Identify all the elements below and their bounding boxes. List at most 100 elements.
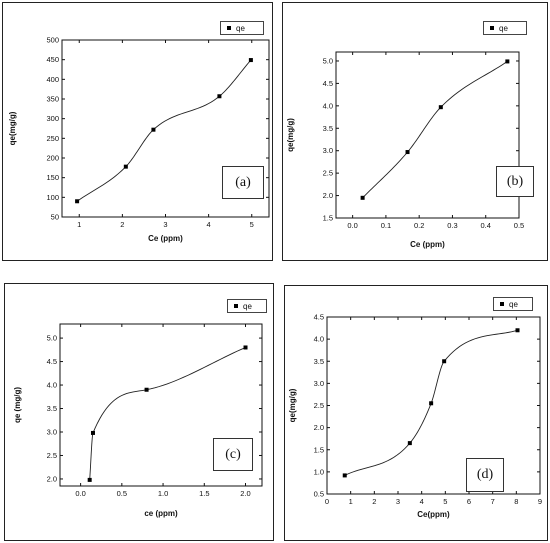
legend-marker-icon bbox=[234, 304, 238, 308]
y-tick-label: 1.5 bbox=[323, 214, 333, 223]
chart-b-plot: 0.0 0.1 0.2 0.3 0.4 0.5 1.5 2.0 2.5 3.0 3.5 4.0 4.5 5… bbox=[286, 51, 524, 249]
x-tick-label: 4 bbox=[207, 220, 211, 229]
x-tick-label: 2.0 bbox=[240, 489, 250, 498]
data-point bbox=[144, 387, 149, 392]
y-tick-label: 3.5 bbox=[314, 357, 324, 366]
fit-curve bbox=[362, 61, 508, 199]
x-axis-title: Ce (ppm) bbox=[410, 240, 445, 249]
y-tick-label: 500 bbox=[46, 36, 59, 45]
plot-frame bbox=[335, 51, 520, 219]
y-tick-label: 3.0 bbox=[314, 379, 324, 388]
y-tick-label: 4.0 bbox=[323, 101, 333, 110]
x-tick-label: 0.5 bbox=[514, 221, 524, 230]
legend-marker-icon bbox=[500, 302, 504, 306]
chart-a-panel-label: (a) bbox=[222, 166, 264, 199]
y-tick-label: 4.5 bbox=[323, 79, 333, 88]
y-tick-label: 2.5 bbox=[314, 401, 324, 410]
y-tick-label: 2.5 bbox=[323, 169, 333, 178]
fit-curve bbox=[89, 347, 246, 480]
x-tick-label: 0.0 bbox=[75, 489, 85, 498]
y-tick-label: 1.5 bbox=[314, 445, 324, 454]
x-tick-label: 2 bbox=[120, 220, 124, 229]
data-point bbox=[407, 441, 412, 446]
data-point bbox=[429, 401, 434, 406]
y-tick-label: 450 bbox=[46, 55, 59, 64]
x-tick-label: 1.0 bbox=[158, 489, 168, 498]
data-point bbox=[442, 359, 447, 364]
y-tick-label: 3.0 bbox=[323, 146, 333, 155]
chart-d-legend-label: qe bbox=[509, 299, 518, 309]
chart-b-panel-label: (b) bbox=[496, 166, 534, 197]
y-tick-label: 150 bbox=[46, 173, 59, 182]
x-tick-label: 3 bbox=[396, 497, 400, 506]
y-tick-label: 300 bbox=[46, 114, 59, 123]
y-tick-label: 2.5 bbox=[47, 451, 57, 460]
chart-d-panel-label: (d) bbox=[466, 458, 504, 492]
data-point bbox=[87, 477, 92, 482]
y-tick-label: 1.0 bbox=[314, 467, 324, 476]
y-tick-label: 200 bbox=[46, 154, 59, 163]
chart-panel-a: 1 2 3 4 5 50 100 150 200 250 300 350 400 450 500 Ce (pp… bbox=[2, 2, 273, 261]
x-tick-label: 8 bbox=[514, 497, 518, 506]
data-point bbox=[151, 127, 156, 132]
x-tick-label: 4 bbox=[420, 497, 424, 506]
x-tick-label: 2 bbox=[372, 497, 376, 506]
x-tick-label: 7 bbox=[491, 497, 495, 506]
chart-c-plot: 0.0 0.5 1.0 1.5 2.0 2.0 2.5 3.0 3.5 4.0 4.5 5.0 ce (… bbox=[13, 323, 263, 518]
y-tick-label: 2.0 bbox=[314, 423, 324, 432]
x-tick-label: 0.4 bbox=[481, 221, 491, 230]
y-tick-label: 0.5 bbox=[314, 490, 324, 499]
x-tick-label: 3 bbox=[163, 220, 167, 229]
x-tick-label: 6 bbox=[467, 497, 471, 506]
x-axis-title: ce (ppm) bbox=[144, 509, 178, 518]
y-tick-label: 3.0 bbox=[47, 428, 57, 437]
y-tick-label: 5.0 bbox=[323, 56, 333, 65]
chart-d-plot: 0 1 2 3 4 5 6 7 8 9 0.5 1.0 1.5 2.0 2.5 3.0 3.5 4.0 4.5 Ce(… bbox=[288, 313, 542, 520]
data-point bbox=[243, 345, 248, 350]
y-tick-label: 4.0 bbox=[47, 381, 57, 390]
y-tick-label: 2.0 bbox=[323, 191, 333, 200]
legend-marker-icon bbox=[490, 26, 494, 30]
y-axis-title: qe(mg/g) bbox=[286, 118, 295, 152]
y-tick-label: 3.5 bbox=[323, 124, 333, 133]
x-tick-label: 5 bbox=[443, 497, 447, 506]
chart-c-panel-label: (c) bbox=[213, 438, 253, 471]
x-tick-label: 9 bbox=[538, 497, 542, 506]
data-point bbox=[360, 195, 365, 200]
chart-b-legend-label: qe bbox=[499, 23, 508, 33]
y-tick-label: 4.5 bbox=[314, 313, 324, 322]
y-tick-label: 3.5 bbox=[47, 404, 57, 413]
chart-c-legend: qe bbox=[227, 299, 267, 313]
plot-frame bbox=[59, 323, 263, 487]
chart-d-legend: qe bbox=[493, 297, 533, 311]
x-tick-label: 5 bbox=[250, 220, 254, 229]
x-tick-label: 0.3 bbox=[447, 221, 457, 230]
y-tick-label: 4.0 bbox=[314, 335, 324, 344]
x-tick-label: 1 bbox=[77, 220, 81, 229]
y-tick-label: 50 bbox=[51, 213, 59, 222]
y-tick-label: 250 bbox=[46, 134, 59, 143]
legend-marker-icon bbox=[227, 26, 231, 30]
y-axis-title: qe (mg/g) bbox=[13, 387, 22, 423]
chart-a-legend-label: qe bbox=[236, 23, 245, 33]
x-tick-label: 0 bbox=[325, 497, 329, 506]
data-point bbox=[342, 473, 347, 478]
chart-a-legend: qe bbox=[220, 21, 264, 35]
y-axis-title: qe(mg/g) bbox=[288, 388, 297, 422]
y-tick-label: 4.5 bbox=[47, 357, 57, 366]
chart-panel-b: 0.0 0.1 0.2 0.3 0.4 0.5 1.5 2.0 2.5 3.0 3.5 4.0 4.5 5… bbox=[282, 2, 548, 261]
data-point bbox=[248, 58, 253, 63]
y-tick-label: 350 bbox=[46, 95, 59, 104]
x-axis-title: Ce(ppm) bbox=[417, 510, 450, 519]
data-point bbox=[438, 105, 443, 110]
chart-panel-c: 0.0 0.5 1.0 1.5 2.0 2.0 2.5 3.0 3.5 4.0 4.5 5.0 ce (… bbox=[4, 283, 274, 541]
chart-c-legend-label: qe bbox=[243, 301, 252, 311]
x-axis-title: Ce (ppm) bbox=[148, 234, 183, 243]
data-point bbox=[90, 430, 95, 435]
y-tick-label: 2.0 bbox=[47, 474, 57, 483]
y-tick-label: 5.0 bbox=[47, 334, 57, 343]
data-point bbox=[515, 328, 520, 333]
plot-frame bbox=[326, 316, 541, 495]
data-point bbox=[75, 199, 80, 204]
data-point bbox=[123, 164, 128, 169]
